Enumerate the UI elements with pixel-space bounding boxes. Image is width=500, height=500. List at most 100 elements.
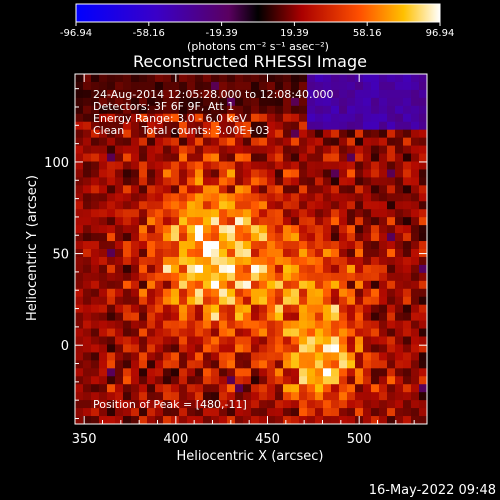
heatmap-cell [251,177,260,186]
heatmap-cell [371,368,380,377]
heatmap-cell [347,145,356,155]
heatmap-cell [163,225,172,234]
heatmap-cell [379,161,388,171]
heatmap-cell [123,336,132,346]
heatmap-cell [291,256,300,266]
heatmap-cell [283,320,292,330]
heatmap-cell [275,416,284,424]
heatmap-cell [131,145,140,155]
heatmap-cell [243,392,252,401]
heatmap-cell [251,352,260,361]
heatmap-cell [275,256,284,266]
heatmap-cell [187,376,196,385]
heatmap-cell [299,105,308,115]
heatmap-cell [187,193,196,202]
heatmap-cell [123,272,132,282]
heatmap-cell [195,400,204,409]
heatmap-cell [419,312,427,322]
heatmap-cell [307,177,316,186]
heatmap-cell [243,121,252,131]
heatmap-cell [307,89,316,99]
heatmap-cell [355,177,364,186]
heatmap-cell [139,352,148,361]
heatmap-cell [315,241,324,250]
heatmap-cell [275,336,284,346]
heatmap-cell [395,320,404,330]
heatmap-cell [147,74,156,83]
heatmap-cell [315,392,324,401]
heatmap-cell [395,344,404,353]
heatmap-cell [107,384,116,393]
colorbar-ticks: -96.94 -58.16 -19.39 19.39 58.16 96.94 [60,22,454,39]
heatmap-cell [107,145,116,155]
heatmap-cell [107,280,116,290]
heatmap-cell [347,336,356,346]
heatmap-cell [123,384,132,393]
heatmap-cell [235,161,244,171]
heatmap-cell [243,384,252,393]
heatmap-cell [323,145,332,155]
heatmap-cell [283,400,292,409]
heatmap-cell [99,288,108,298]
heatmap-cell [123,145,132,155]
heatmap-cell [163,360,172,369]
heatmap-cell [387,352,396,361]
heatmap-cell [187,392,196,401]
heatmap-cell [203,376,212,385]
heatmap-cell [403,336,412,346]
heatmap-cell [227,225,236,234]
heatmap-cell [275,129,284,139]
heatmap-cell [155,256,164,266]
heatmap-cell [123,400,132,409]
heatmap-cell [131,296,140,306]
heatmap-cell [219,288,228,298]
heatmap-cell [211,89,220,99]
heatmap-cell [347,249,356,258]
heatmap-cell [187,400,196,409]
heatmap-cell [107,225,116,234]
heatmap-cell [163,256,172,266]
heatmap-cell [83,344,92,353]
heatmap-cell [171,169,180,178]
heatmap-cell [275,384,284,393]
heatmap-cell [171,105,180,115]
heatmap-cell [347,185,356,194]
heatmap-cell [171,185,180,194]
heatmap-cell [323,193,332,202]
heatmap-cell [395,209,404,218]
heatmap-cell [315,201,324,210]
heatmap-cell [419,193,427,202]
heatmap-cell [75,113,84,123]
heatmap-cell [203,384,212,393]
heatmap-cell [195,288,204,298]
heatmap-cell [107,328,116,338]
heatmap-cell [291,336,300,346]
heatmap-cell [299,360,308,369]
heatmap-cell [147,193,156,202]
heatmap-cell [219,233,228,242]
heatmap-cell [251,185,260,194]
heatmap-cell [211,376,220,385]
heatmap-cell [211,225,220,234]
heatmap-cell [179,105,188,115]
heatmap-cell [251,225,260,234]
heatmap-cell [227,193,236,202]
heatmap-cell [323,185,332,194]
heatmap-cell [299,408,308,417]
heatmap-cell [251,408,260,417]
heatmap-cell [195,352,204,361]
heatmap-cell [331,193,340,202]
heatmap-cell [203,344,212,353]
heatmap-cell [267,161,276,171]
heatmap-cell [139,129,148,139]
heatmap-cell [227,89,236,99]
heatmap-cell [227,384,236,393]
heatmap-cell [83,185,92,194]
heatmap-cell [379,296,388,306]
heatmap-cell [419,129,427,139]
heatmap-cell [363,97,372,107]
heatmap-cell [187,256,196,266]
heatmap-cell [347,97,356,107]
heatmap-cell [403,320,412,330]
